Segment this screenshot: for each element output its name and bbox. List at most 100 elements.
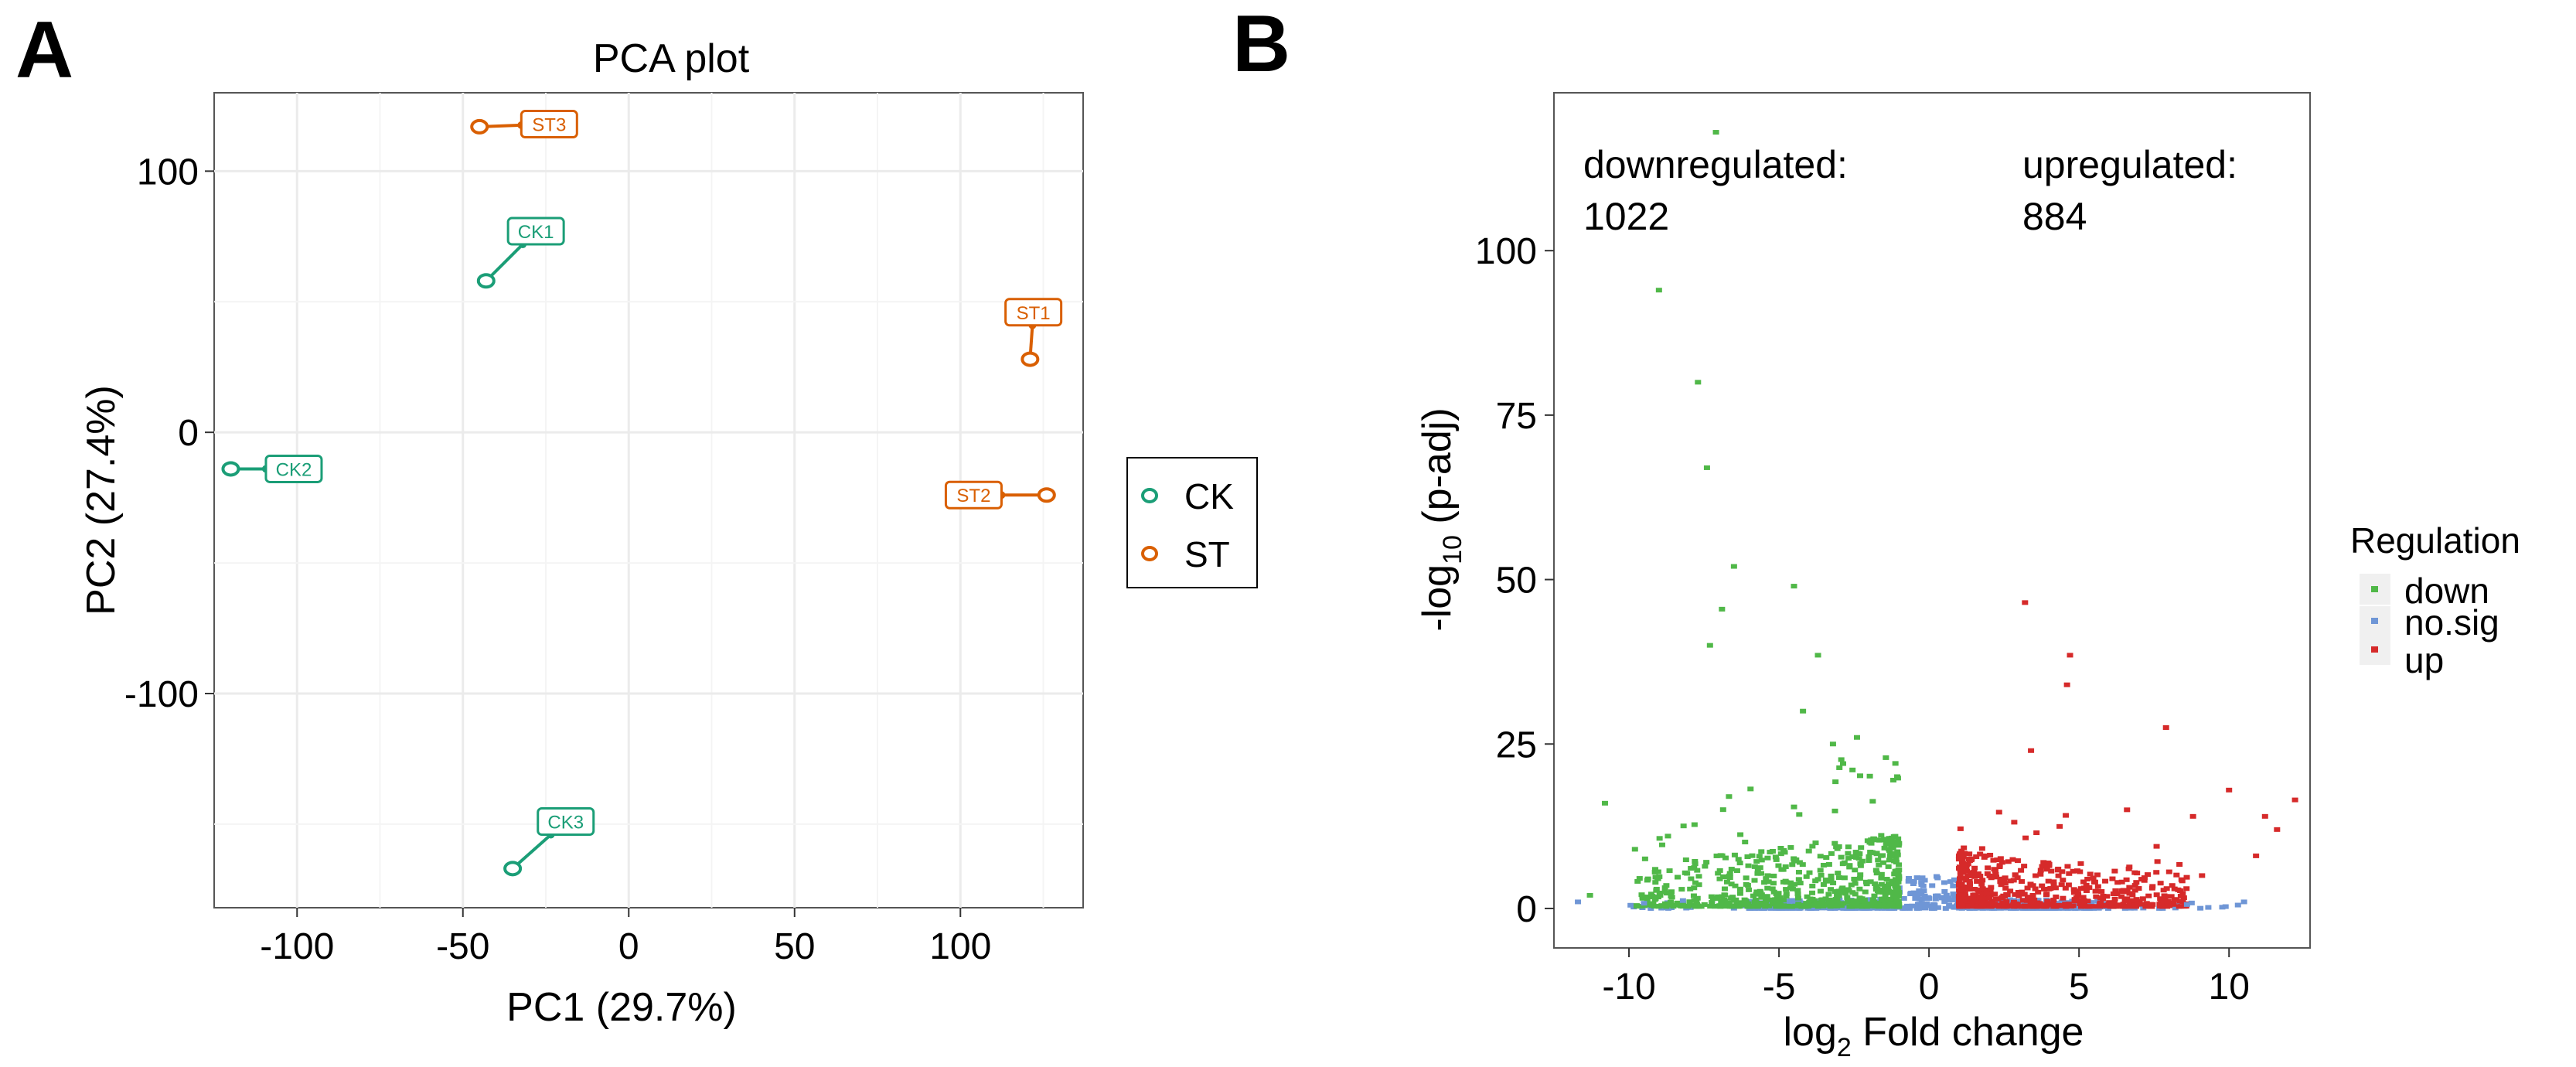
volcano-point-up [2050,904,2057,909]
volcano-point-up [1970,892,1977,898]
volcano-point-up [2073,897,2080,902]
volcano-point-down [1832,779,1839,785]
volcano-point-up [2021,903,2028,908]
volcano-point-up [2046,863,2053,868]
volcano-point-up [2149,902,2156,907]
volcano-point-up [1985,865,1992,871]
volcano-point-down [1849,854,1856,859]
volcano-point-up [2109,876,2116,881]
volcano-point-down [1702,864,1709,869]
volcano-point-down [1758,857,1765,863]
volcano-point-up [2023,898,2030,903]
volcano-point-nosig [1919,875,1926,881]
volcano-point-down [1803,874,1810,879]
volcano-point-nosig [1900,895,1907,901]
volcano-point-down [1789,886,1796,891]
volcano-point-up [2113,904,2120,909]
volcano-point-up [1992,871,1999,877]
pca-point [476,273,496,289]
volcano-x-title-pre: log [1784,1010,1837,1055]
volcano-point-up [2052,885,2059,891]
volcano-point-nosig [2183,902,2190,907]
volcano-point-up [2084,904,2091,909]
volcano-point-down [1866,854,1872,859]
volcano-point-up [2274,827,2281,832]
volcano-point-up [2111,896,2118,902]
volcano-point-down [1685,904,1692,909]
volcano-point-down [1791,856,1797,861]
volcano-point-down [1647,901,1654,906]
volcano-point-down [1852,898,1859,904]
volcano-point-down [1716,876,1723,881]
volcano-point-down [1658,842,1665,847]
volcano-point-up [2141,878,2148,883]
pca-y-tick-label: 0 [178,413,199,454]
volcano-point-up [1978,881,1985,887]
volcano-point-up [1992,868,1998,874]
volcano-point-down [1788,882,1795,888]
volcano-point-nosig [1943,892,1950,898]
volcano-point-up [2123,877,2130,882]
volcano-point-down [1802,904,1809,909]
volcano-point-up [2012,872,2019,878]
volcano-point-down [1775,891,1782,896]
volcano-point-down [1682,857,1689,863]
upregulated-label: upregulated: [2022,143,2237,186]
volcano-point-down [1688,866,1695,871]
volcano-point-down [1836,765,1843,770]
upregulated-count: 884 [2022,195,2087,238]
volcano-point-nosig [1906,875,1913,881]
volcano-point-up [2009,857,2016,862]
volcano-point-up [2189,813,2196,819]
volcano-point-up [2053,894,2060,899]
volcano-point-down [1656,836,1663,841]
volcano-point-down [1729,904,1736,909]
volcano-point-up [1958,848,1965,854]
volcano-point-nosig [2219,905,2226,910]
volcano-point-up [2058,882,2065,888]
volcano-point-nosig [1913,875,1920,881]
volcano-point-up [2015,889,2022,895]
volcano-point-nosig [1934,875,1941,881]
volcano-point-up [1964,895,1971,901]
volcano-point-up [2062,885,2069,891]
volcano-point-nosig [1948,904,1955,909]
volcano-point-down [1806,899,1813,905]
pca-y-tick-label: -100 [124,674,199,715]
volcano-point-up [1998,860,2005,865]
volcano-point-down [1846,863,1853,868]
volcano-point-down [1656,890,1663,895]
volcano-point-up [1956,853,1963,858]
volcano-point-down [1726,873,1733,878]
volcano-point-up [2005,859,2012,864]
volcano-point-up [1960,876,1967,881]
volcano-point-up [2118,888,2125,893]
volcano-point-down [1857,773,1864,779]
volcano-point-down [1875,904,1882,909]
volcano-point-down [1778,903,1785,908]
pca-points-layer: CK1 CK2 CK3 ST1 ST2 ST3 [221,110,1063,877]
volcano-point-down [1732,883,1739,888]
volcano-point-up [2176,898,2183,904]
volcano-point-up [2090,904,2097,909]
volcano-point-down [1889,842,1896,847]
volcano-point-down [1757,900,1763,905]
volcano-point-up [2153,844,2160,849]
volcano-point-down [1747,786,1754,792]
volcano-point-down [1644,876,1651,881]
volcano-point-down [1791,584,1797,589]
volcano-point-down [1858,845,1865,851]
volcano-point-down [1845,856,1852,861]
volcano-point-down [1695,904,1702,909]
volcano-point-up [1992,891,1998,897]
volcano-point-up [2143,901,2150,906]
volcano-point-up [2114,891,2121,897]
volcano-point-down [1895,904,1902,909]
volcano-point-down [1894,888,1901,893]
volcano-point-up [2063,682,2070,687]
volcano-point-down [1723,879,1730,885]
volcano-point-up [2022,835,2029,840]
volcano-point-up [2080,879,2087,885]
volcano-plot-panel [1553,92,2311,949]
volcano-point-down [1882,894,1889,899]
